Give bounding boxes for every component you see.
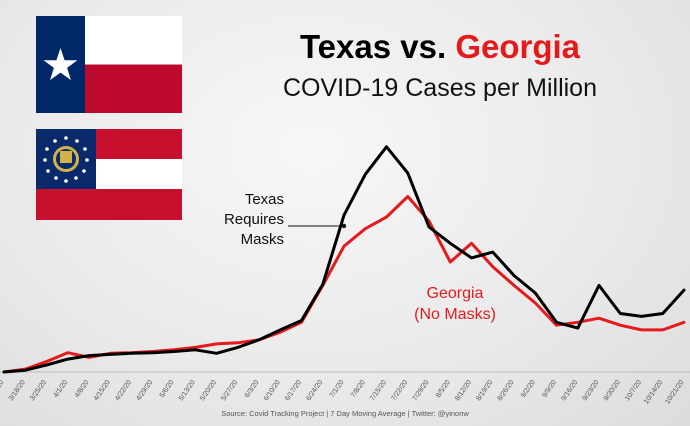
x-tick-label: 5/27/20 bbox=[220, 379, 239, 402]
x-tick-label: 8/26/20 bbox=[497, 379, 516, 402]
x-tick-label: 6/10/20 bbox=[263, 379, 282, 402]
georgia-annotation: Georgia (No Masks) bbox=[400, 283, 510, 325]
x-tick-label: 10/14/20 bbox=[643, 379, 664, 405]
x-tick-label: 8/12/20 bbox=[454, 379, 473, 402]
texas-annotation-line: Masks bbox=[240, 231, 284, 248]
georgia-annotation-line: Georgia bbox=[426, 285, 484, 302]
x-tick-label: 9/16/20 bbox=[560, 379, 579, 402]
texas-annotation-line: Texas bbox=[244, 191, 284, 208]
x-tick-label: 8/19/20 bbox=[475, 379, 494, 402]
x-tick-label: 7/29/20 bbox=[412, 379, 431, 402]
chart-subtitle: COVID-19 Cases per Million bbox=[283, 74, 597, 102]
x-tick-label: 10/21/20 bbox=[664, 379, 685, 405]
texas-annotation-line: Requires bbox=[223, 211, 284, 228]
title-georgia: Georgia bbox=[455, 28, 581, 65]
x-tick-label: 7/8/20 bbox=[350, 379, 367, 399]
x-tick-label: 3/18/20 bbox=[8, 379, 27, 402]
x-tick-label: 4/29/20 bbox=[135, 379, 154, 402]
x-tick-label: 3/25/20 bbox=[29, 379, 48, 402]
chart-title: Texas vs. Georgia bbox=[280, 28, 600, 66]
x-tick-label: 9/23/20 bbox=[582, 379, 601, 402]
x-tick-label: 5/6/20 bbox=[159, 379, 176, 399]
x-tick-label: 3/11/20 bbox=[0, 379, 6, 402]
x-tick-label: 5/13/20 bbox=[178, 379, 197, 402]
x-tick-label: 8/5/20 bbox=[435, 379, 452, 399]
georgia-annotation-line: (No Masks) bbox=[414, 306, 496, 323]
x-tick-label: 9/2/20 bbox=[520, 379, 537, 399]
texas-annotation: Texas Requires Masks bbox=[214, 190, 284, 250]
x-tick-label: 10/7/20 bbox=[624, 379, 643, 402]
texas-flag-icon bbox=[36, 16, 182, 113]
x-tick-label: 5/20/20 bbox=[199, 379, 218, 402]
x-tick-label: 4/1/20 bbox=[52, 379, 69, 399]
texas-series-line bbox=[2, 145, 686, 374]
x-tick-label: 6/17/20 bbox=[284, 379, 303, 402]
x-tick-label: 4/22/20 bbox=[114, 379, 133, 402]
x-tick-label: 7/1/20 bbox=[329, 379, 346, 399]
x-tick-label: 9/30/20 bbox=[603, 379, 622, 402]
x-tick-label: 4/8/20 bbox=[74, 379, 91, 399]
georgia-series-line bbox=[2, 195, 686, 374]
x-tick-label: 4/15/20 bbox=[93, 379, 112, 402]
x-tick-label: 9/9/20 bbox=[541, 379, 558, 399]
x-tick-label: 7/15/20 bbox=[369, 379, 388, 402]
georgia-flag-icon bbox=[36, 129, 182, 220]
title-texas: Texas vs. bbox=[299, 28, 447, 65]
source-note: Source: Covid Tracking Project | 7 Day M… bbox=[221, 409, 469, 418]
texas-annotation-arrow-dot bbox=[341, 223, 347, 229]
x-tick-label: 6/24/20 bbox=[305, 379, 324, 402]
x-tick-label: 7/22/20 bbox=[390, 379, 409, 402]
x-tick-label: 6/3/20 bbox=[244, 379, 261, 399]
